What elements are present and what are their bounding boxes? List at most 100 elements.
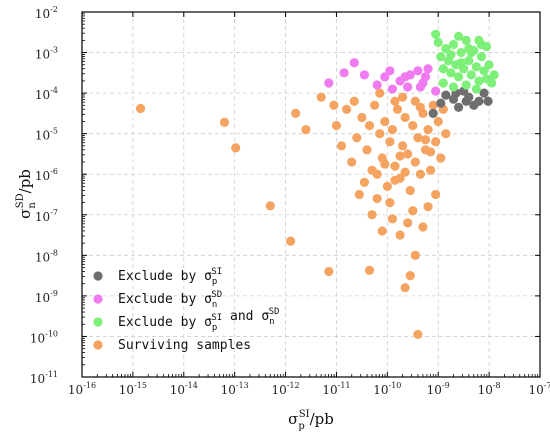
point-series-1 [324,78,334,88]
point-series-0 [385,137,395,147]
x-tick-label: 10-10 [373,381,401,397]
point-series-3 [446,68,456,78]
point-series-3 [456,58,466,68]
point-series-3 [446,49,456,60]
y-tick-labels: 10-11 10-10 10-9 10-8 10-7 10-6 10-5 10-4 10-3 10… [30,5,58,386]
point-series-0 [316,92,326,102]
point-series-2 [428,108,438,118]
point-series-1 [400,72,410,82]
point-series-3 [474,76,484,86]
y-tick-label: 10-3 [35,46,58,62]
point-series-0 [398,141,408,151]
point-series-1 [339,68,349,78]
point-series-0 [291,108,301,118]
point-series-0 [400,167,410,177]
y-axis-unit: /pb [16,169,34,193]
point-series-0 [436,153,446,163]
x-axis-symbol: σ [288,410,298,428]
point-series-0 [359,177,370,187]
point-series-3 [466,70,476,80]
point-series-0 [413,133,423,143]
x-axis-title: σpSI/pb [288,409,334,432]
plot-frame [81,11,541,378]
point-series-0 [286,236,296,246]
x-tick-label: 10-14 [170,381,198,397]
point-series-0 [372,193,382,204]
point-series-2 [461,96,471,106]
y-axis-title: σnSD/pb [15,169,38,219]
point-series-0 [265,201,275,211]
point-series-3 [438,64,448,74]
point-series-0 [410,96,420,106]
point-series-0 [403,218,413,228]
point-series-0 [380,116,390,127]
x-tick-label: 10-9 [427,381,450,397]
point-series-1 [349,58,359,68]
x-tick-label: 10-12 [271,381,299,397]
point-series-0 [400,283,410,293]
point-series-3 [479,66,489,76]
point-series-3 [456,47,466,58]
point-series-1 [372,80,382,90]
point-series-0 [428,100,438,110]
point-series-0 [392,104,403,114]
point-series-3 [448,82,459,92]
point-series-0 [408,120,418,131]
point-series-0 [395,151,405,161]
point-series-0 [433,116,443,127]
point-series-0 [357,112,367,123]
point-series-0 [387,214,398,224]
point-series-3 [461,80,471,90]
point-series-0 [324,266,334,277]
point-series-0 [385,198,395,208]
point-series-3 [489,70,499,80]
point-series-0 [301,125,311,135]
y-tick-label: 10-8 [35,248,58,264]
data-points [135,29,499,340]
legend-marker-2 [93,271,103,281]
point-series-0 [400,112,410,123]
point-series-2 [483,96,493,106]
point-series-0 [408,206,418,216]
point-series-0 [342,104,352,114]
point-series-0 [352,133,362,143]
point-series-0 [410,157,420,167]
x-tick-label: 10-7 [528,381,550,397]
point-series-0 [372,169,382,179]
point-series-0 [425,147,436,157]
point-series-0 [415,169,426,179]
point-series-0 [367,210,377,220]
point-series-1 [420,72,431,82]
y-tick-label: 10-4 [35,86,58,102]
legend-label-2: Exclude by σpSI [118,267,222,287]
point-series-0 [415,102,426,112]
x-axis-superscript: SI [299,409,310,420]
point-series-3 [453,72,464,82]
y-axis-symbol: σ [16,209,34,219]
point-series-0 [135,103,146,114]
point-series-3 [453,31,464,41]
point-series-2 [474,96,484,106]
point-series-0 [403,149,413,159]
y-tick-label: 10-10 [30,329,58,345]
point-series-0 [362,145,372,155]
point-series-3 [471,84,481,94]
y-tick-label: 10-5 [35,127,58,143]
point-series-1 [385,66,395,76]
point-series-0 [231,143,241,153]
point-series-0 [398,92,408,102]
point-series-0 [377,226,387,236]
point-series-3 [438,78,448,88]
point-series-0 [405,271,415,281]
point-series-3 [476,39,487,50]
point-series-0 [418,222,428,232]
point-series-0 [431,189,441,200]
legend-marker-1 [93,294,103,304]
point-series-0 [387,125,398,135]
legend-marker-3 [93,317,103,327]
point-series-0 [410,250,420,260]
point-series-1 [415,82,426,92]
point-series-0 [420,135,431,145]
point-series-0 [441,129,451,139]
